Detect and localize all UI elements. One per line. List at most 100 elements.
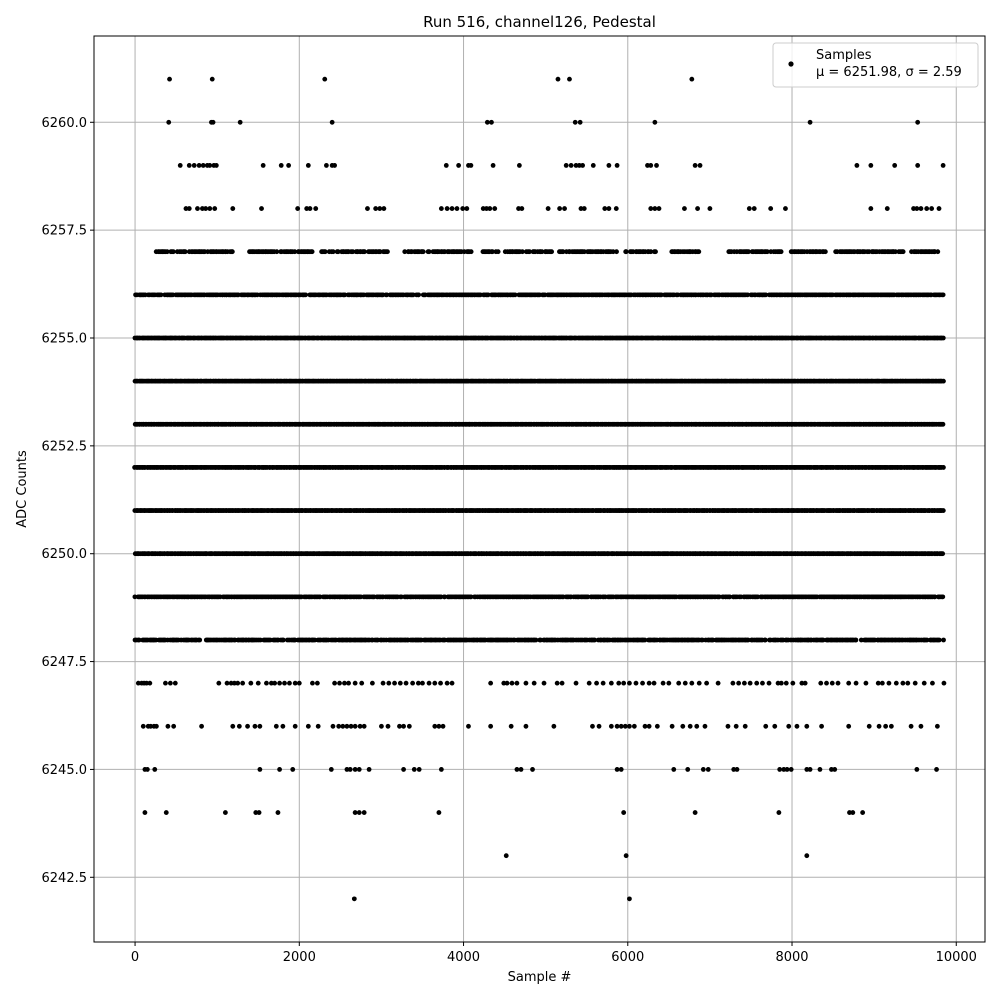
- data-point: [614, 249, 619, 255]
- data-point: [164, 249, 170, 255]
- data-point: [914, 206, 920, 211]
- data-point: [373, 206, 379, 211]
- data-point: [313, 206, 319, 211]
- data-point: [519, 206, 525, 211]
- data-point: [381, 206, 387, 211]
- data-point: [170, 249, 176, 255]
- data-point: [768, 206, 774, 211]
- data-point: [377, 206, 383, 211]
- data-point: [449, 206, 455, 211]
- data-point: [746, 206, 752, 211]
- data-point: [384, 292, 390, 298]
- data-points: [132, 76, 947, 902]
- data-point: [648, 206, 654, 211]
- data-point: [653, 249, 658, 255]
- data-point: [335, 249, 341, 255]
- data-point: [456, 163, 462, 168]
- data-point: [560, 249, 566, 255]
- data-point: [915, 163, 921, 168]
- data-point: [196, 163, 202, 168]
- data-point: [158, 292, 164, 298]
- data-point: [746, 249, 751, 255]
- data-point: [868, 163, 874, 168]
- data-point: [936, 206, 942, 211]
- data-point: [304, 206, 310, 211]
- data-point: [578, 206, 584, 211]
- data-point: [207, 206, 213, 211]
- data-point: [177, 163, 183, 168]
- data-point: [195, 206, 200, 211]
- data-point: [940, 163, 946, 168]
- data-point: [527, 249, 532, 255]
- data-point: [940, 421, 946, 427]
- data-point: [191, 163, 197, 168]
- data-point: [751, 206, 757, 211]
- data-point: [278, 163, 284, 168]
- data-point: [322, 249, 328, 255]
- data-point: [468, 163, 474, 168]
- data-point: [329, 119, 335, 125]
- data-point: [892, 163, 898, 168]
- data-point: [763, 292, 769, 298]
- data-point: [332, 163, 338, 168]
- data-point: [186, 206, 192, 211]
- data-point: [305, 163, 311, 168]
- data-point: [807, 119, 813, 125]
- data-point: [454, 206, 460, 211]
- data-point: [613, 206, 619, 211]
- data-point: [606, 163, 612, 168]
- data-point: [516, 163, 522, 168]
- data-point: [576, 163, 582, 168]
- data-point: [602, 206, 608, 211]
- data-point: [692, 163, 698, 168]
- data-point: [580, 163, 586, 168]
- data-point: [893, 249, 898, 255]
- data-point: [443, 163, 449, 168]
- data-point: [487, 206, 493, 211]
- data-point: [915, 119, 921, 125]
- data-point: [259, 206, 264, 211]
- data-point: [303, 292, 309, 298]
- data-point: [492, 206, 498, 211]
- data-point: [656, 206, 662, 211]
- data-point: [606, 206, 612, 211]
- data-point: [539, 249, 545, 255]
- data-point: [941, 465, 946, 470]
- data-point: [260, 163, 266, 168]
- data-point: [402, 249, 408, 255]
- data-point: [490, 249, 495, 255]
- data-point: [940, 292, 946, 298]
- data-point: [286, 163, 292, 168]
- data-point: [682, 206, 687, 211]
- data-point: [324, 163, 329, 168]
- data-point: [362, 249, 367, 255]
- data-point: [900, 249, 906, 255]
- data-point: [274, 249, 280, 255]
- data-point: [572, 119, 578, 125]
- data-point: [186, 163, 192, 168]
- data-point: [868, 206, 874, 211]
- data-point: [940, 508, 946, 513]
- data-point: [697, 163, 703, 168]
- data-point: [489, 119, 494, 125]
- data-point: [292, 249, 298, 255]
- data-point: [426, 249, 432, 255]
- data-point: [941, 378, 946, 384]
- data-point: [385, 249, 390, 255]
- data-point: [764, 249, 770, 255]
- data-point: [929, 206, 935, 211]
- data-point: [182, 249, 188, 255]
- data-point: [420, 249, 426, 255]
- data-point: [512, 292, 518, 298]
- data-point: [485, 292, 491, 298]
- data-point: [654, 163, 659, 168]
- data-point: [237, 119, 243, 125]
- data-point: [623, 249, 629, 255]
- data-point: [745, 292, 751, 298]
- data-point: [918, 206, 924, 211]
- data-point: [695, 206, 700, 211]
- data-point: [940, 335, 946, 341]
- data-point: [212, 206, 218, 211]
- data-point: [438, 206, 444, 211]
